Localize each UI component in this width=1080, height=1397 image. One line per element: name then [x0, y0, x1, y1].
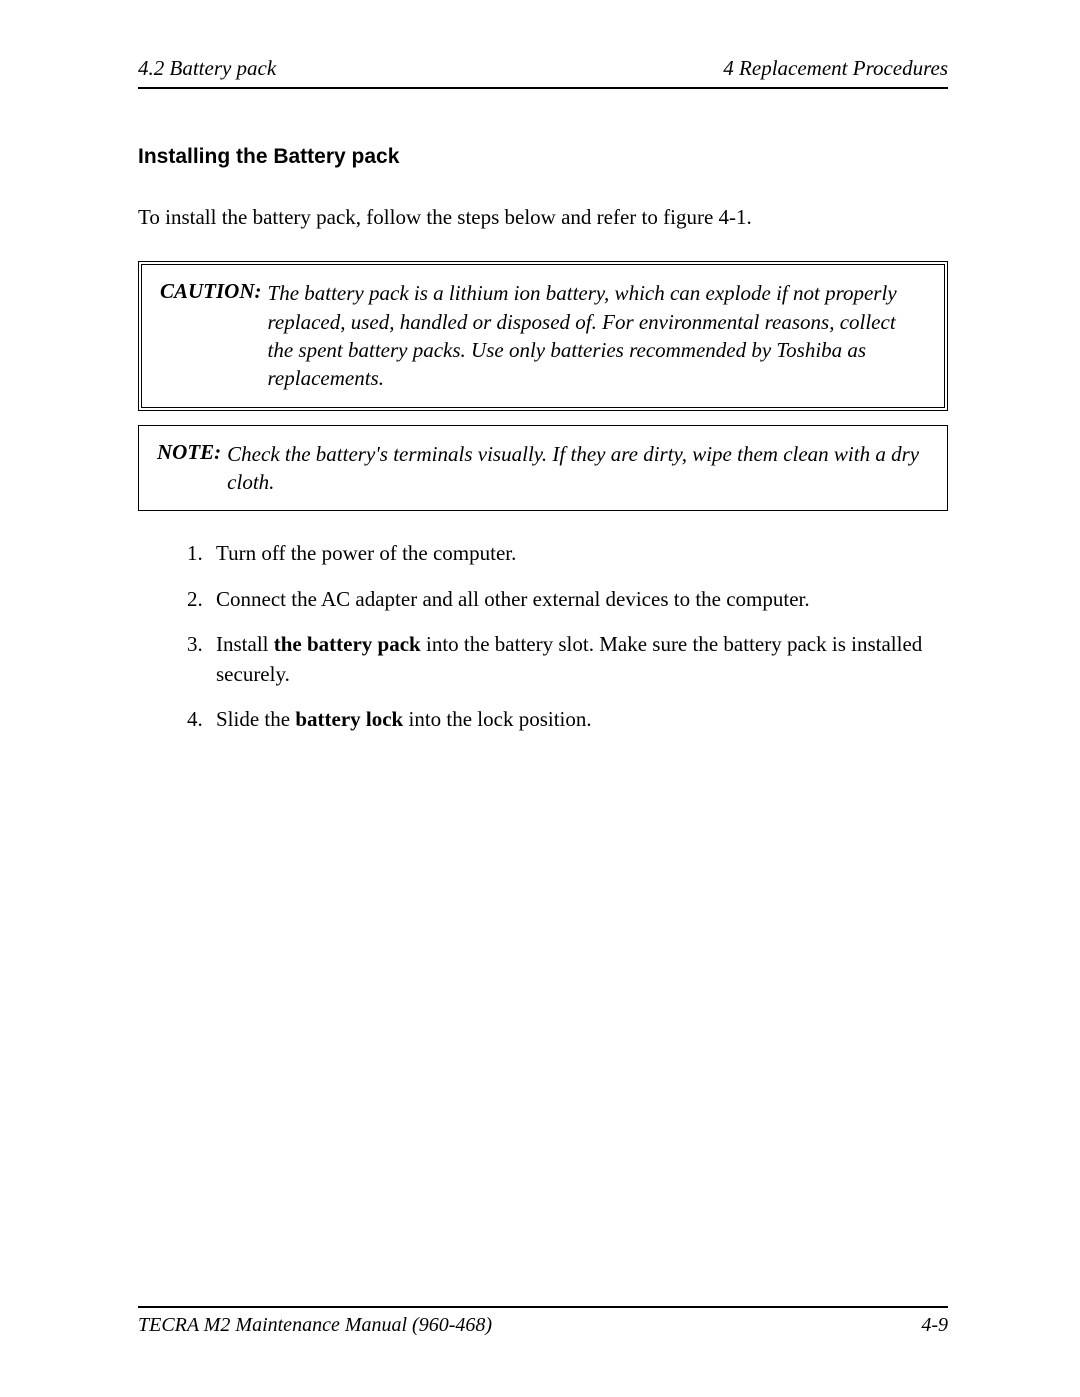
step-4: Slide the battery lock into the lock pos… [208, 705, 948, 734]
step-2: Connect the AC adapter and all other ext… [208, 585, 948, 614]
caution-label: CAUTION: [160, 279, 268, 304]
note-row: NOTE: Check the battery's terminals visu… [157, 440, 929, 497]
steps-list: Turn off the power of the computer. Conn… [138, 539, 948, 734]
note-label: NOTE: [157, 440, 227, 465]
note-text: Check the battery's terminals visually. … [227, 440, 929, 497]
footer-right: 4-9 [921, 1314, 948, 1337]
intro-paragraph: To install the battery pack, follow the … [138, 203, 948, 231]
caution-box: CAUTION: The battery pack is a lithium i… [138, 261, 948, 410]
header-left: 4.2 Battery pack [138, 56, 276, 81]
page-header: 4.2 Battery pack 4 Replacement Procedure… [138, 56, 948, 89]
page-footer: TECRA M2 Maintenance Manual (960-468) 4-… [138, 1306, 948, 1337]
note-box: NOTE: Check the battery's terminals visu… [138, 425, 948, 512]
step-3-a: Install [216, 632, 274, 656]
step-4-a: Slide the [216, 707, 295, 731]
step-4-c: into the lock position. [403, 707, 591, 731]
caution-row: CAUTION: The battery pack is a lithium i… [160, 279, 926, 392]
step-1: Turn off the power of the computer. [208, 539, 948, 568]
document-page: 4.2 Battery pack 4 Replacement Procedure… [0, 0, 1080, 1397]
caution-text: The battery pack is a lithium ion batter… [268, 279, 926, 392]
footer-left: TECRA M2 Maintenance Manual (960-468) [138, 1314, 492, 1337]
step-3-bold: the battery pack [274, 632, 421, 656]
step-4-bold: battery lock [295, 707, 403, 731]
step-3: Install the battery pack into the batter… [208, 630, 948, 689]
section-title: Installing the Battery pack [138, 145, 948, 169]
header-right: 4 Replacement Procedures [723, 56, 948, 81]
